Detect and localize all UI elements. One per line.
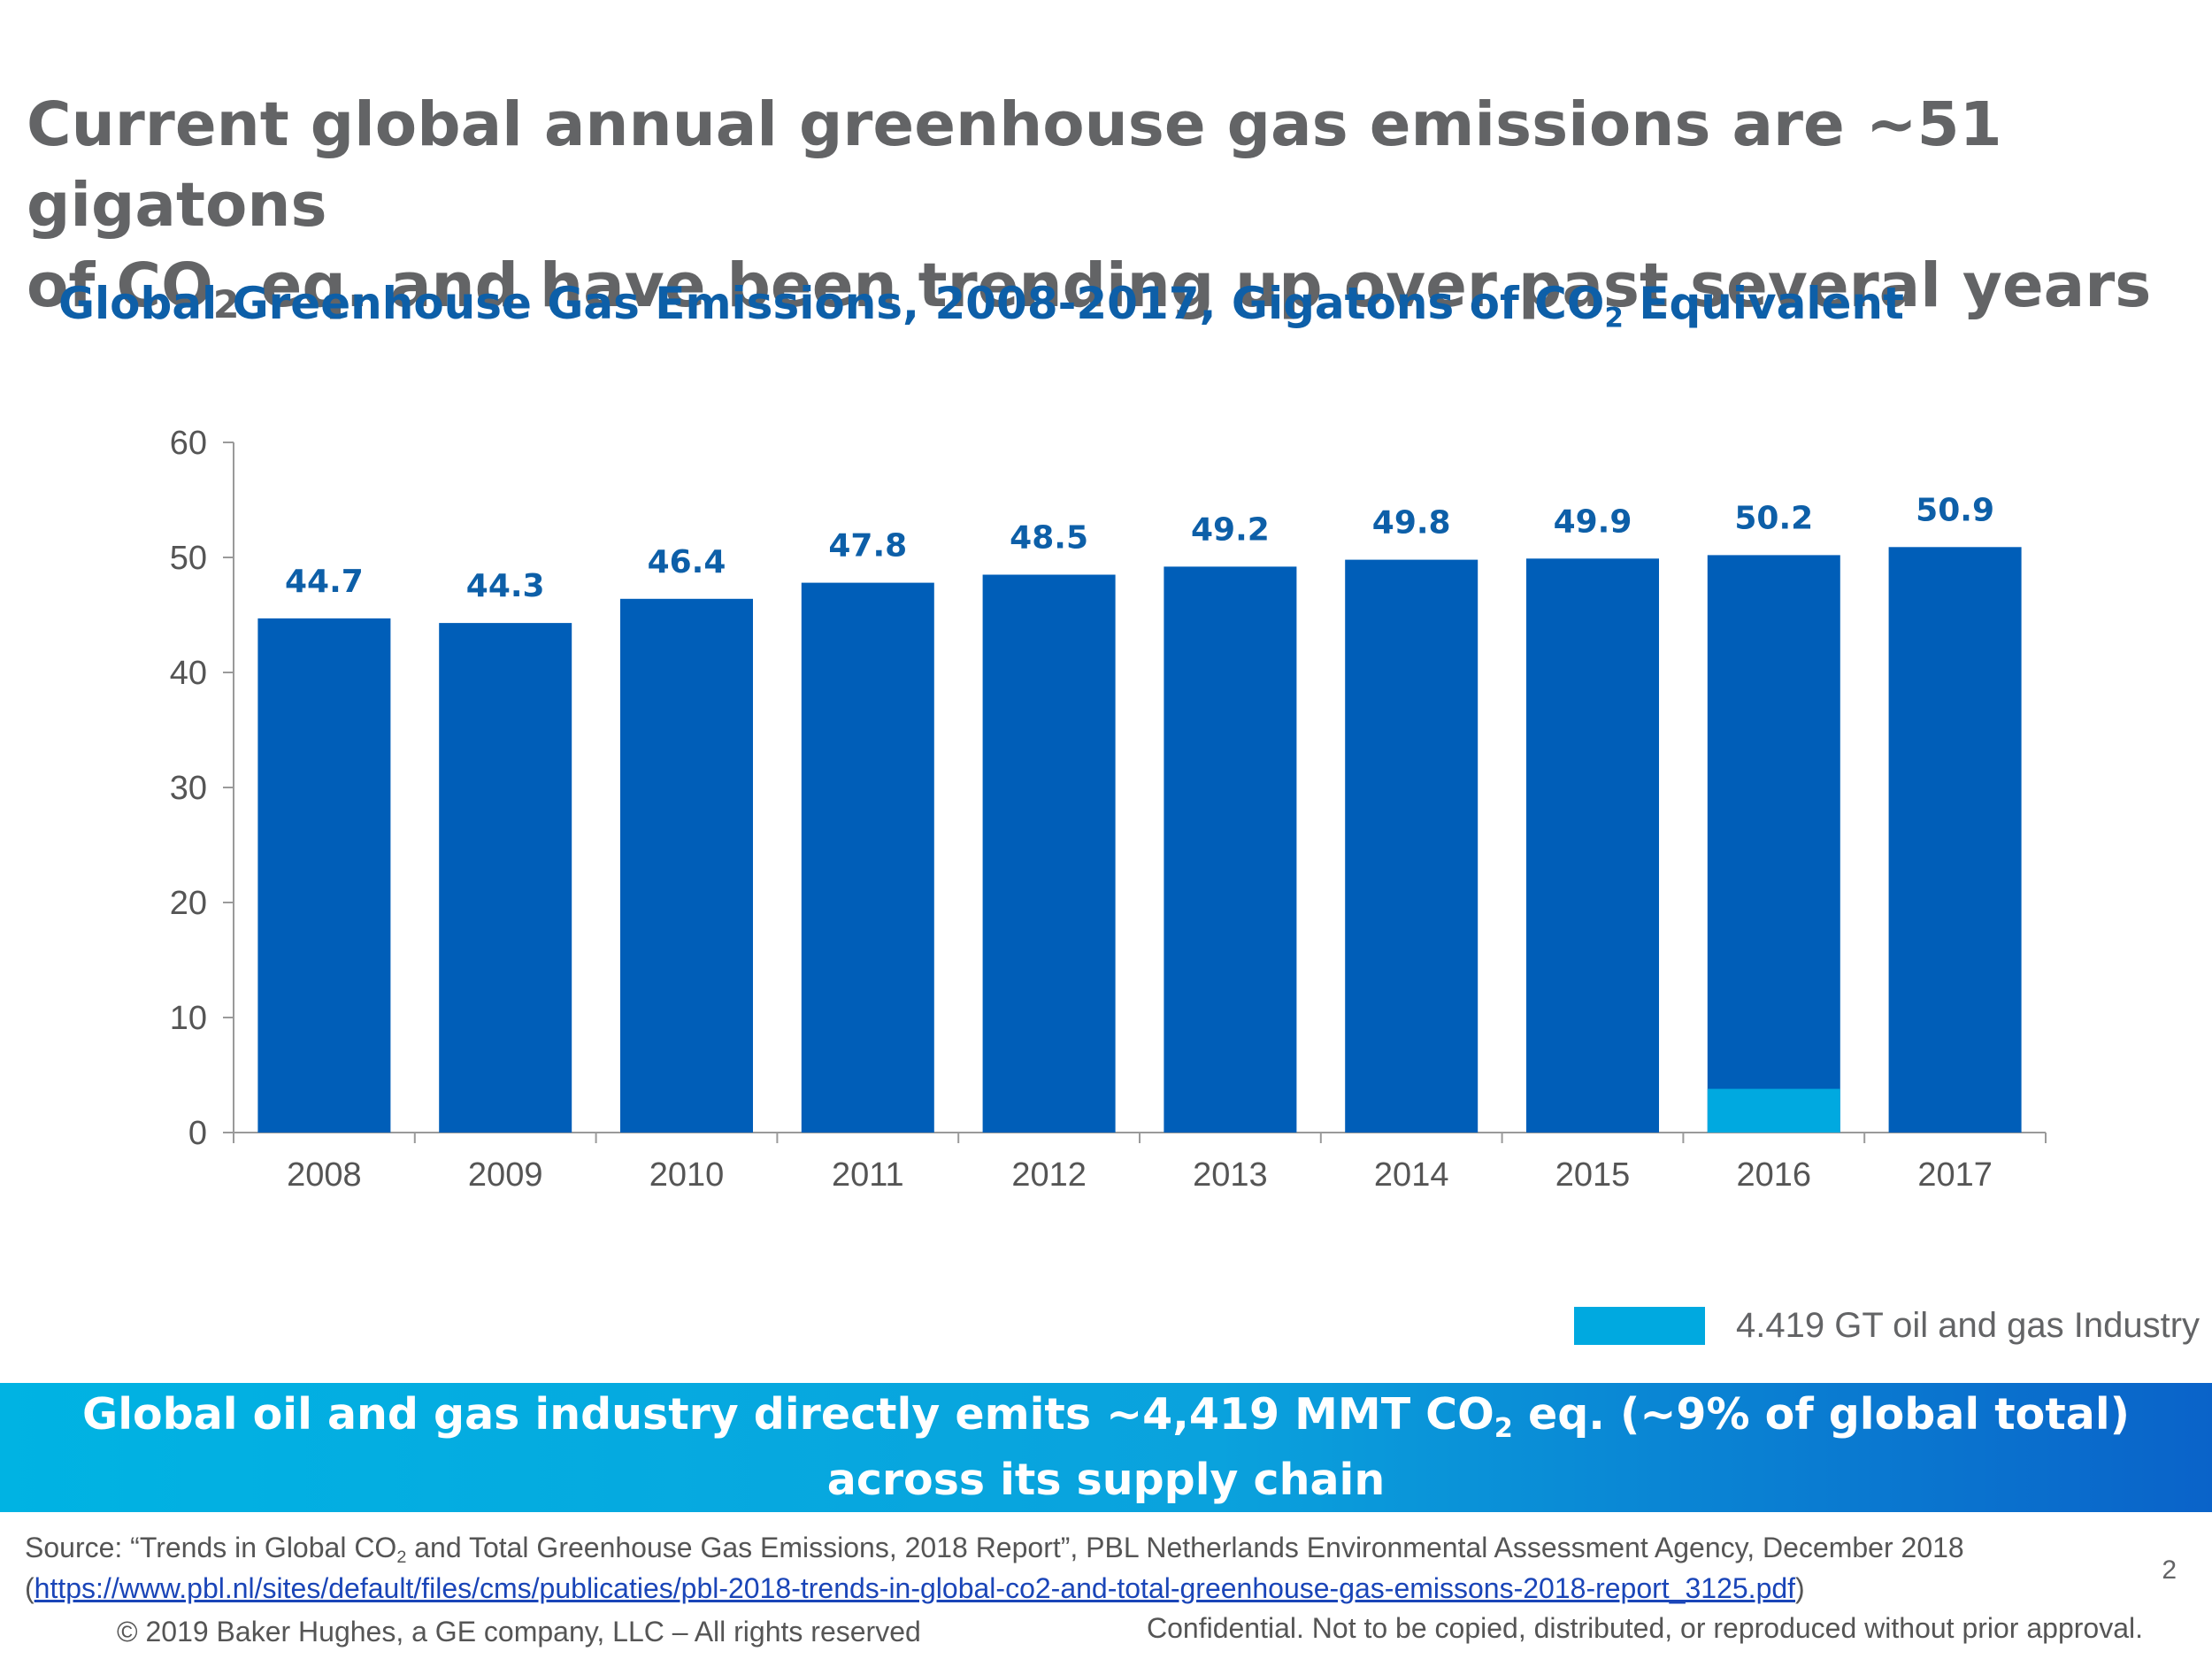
y-tick-label: 50: [170, 540, 207, 577]
source-text: Source: “Trends in Global CO2 and Total …: [25, 1532, 1964, 1567]
x-tick-label-2013: 2013: [1193, 1156, 1268, 1194]
bar-2015: [1526, 558, 1659, 1133]
source-citation: Source: “Trends in Global CO2 and Total …: [25, 1527, 2060, 1609]
source-link[interactable]: https://www.pbl.nl/sites/default/files/c…: [34, 1572, 1796, 1604]
legend-label-oil-and-gas: 4.419 GT oil and gas Industry: [1736, 1305, 2200, 1345]
chart-legend: 4.419 GT oil and gas Industry: [1574, 1299, 2200, 1352]
bar-2011: [801, 582, 934, 1133]
value-label-2015: 49.9: [1554, 503, 1632, 540]
x-tick-label-2009: 2009: [468, 1156, 543, 1194]
x-tick-label-2010: 2010: [649, 1156, 725, 1194]
bar-2016: [1707, 555, 1840, 1133]
y-tick-label: 60: [170, 425, 207, 462]
legend-swatch-oil-and-gas: [1574, 1306, 1705, 1345]
value-label-2017: 50.9: [1916, 492, 1994, 528]
source-link-line: (https://www.pbl.nl/sites/default/files/…: [25, 1572, 1805, 1604]
y-tick-label: 0: [188, 1115, 207, 1152]
highlight-segment-2016: [1707, 1088, 1840, 1133]
y-tick-label: 20: [170, 885, 207, 922]
chart-title: Global Greenhouse Gas Emissions, 2008-20…: [58, 278, 1904, 334]
bar-series: [257, 547, 2022, 1133]
y-tick-label: 10: [170, 1000, 207, 1037]
banner-text: Global oil and gas industry directly emi…: [81, 1389, 2131, 1505]
y-tick-label: 40: [170, 655, 207, 692]
x-tick-label-2011: 2011: [832, 1156, 904, 1194]
data-labels: 44.7 44.3 46.4 47.8 48.5 49.2 49.8 49.9 50.2 50.9: [285, 492, 1994, 604]
value-label-2012: 48.5: [1010, 520, 1088, 557]
headline-line-1: Current global annual greenhouse gas emi…: [27, 89, 2002, 241]
bar-2009: [439, 623, 572, 1133]
x-tick-label-2014: 2014: [1374, 1156, 1449, 1194]
value-label-2011: 47.8: [828, 528, 907, 565]
key-takeaway-banner: Global oil and gas industry directly emi…: [0, 1383, 2212, 1512]
value-label-2013: 49.2: [1191, 511, 1270, 548]
bar-2013: [1164, 566, 1297, 1133]
value-label-2008: 44.7: [285, 564, 364, 600]
value-label-2016: 50.2: [1734, 500, 1813, 536]
confidentiality-notice: Confidential. Not to be copied, distribu…: [1147, 1612, 2143, 1644]
x-tick-label-2015: 2015: [1555, 1156, 1631, 1194]
bar-2008: [257, 618, 391, 1133]
bar-2014: [1345, 559, 1479, 1133]
bar-2010: [620, 598, 753, 1133]
x-tick-label-2008: 2008: [287, 1156, 362, 1194]
headline-line-2: of CO2 eq. and have been trending up ove…: [27, 250, 2152, 327]
bar-2017: [1888, 547, 2022, 1133]
value-label-2009: 44.3: [466, 568, 545, 604]
slide-headline: Current global annual greenhouse gas emi…: [27, 85, 2185, 326]
value-label-2014: 49.8: [1372, 505, 1451, 541]
y-tick-label: 30: [170, 770, 207, 807]
y-axis: 0 10 20 30 40 50 60: [170, 425, 234, 1152]
x-tick-label-2012: 2012: [1011, 1156, 1087, 1194]
value-label-2010: 46.4: [648, 544, 726, 580]
page-number: 2: [2162, 1555, 2177, 1585]
x-tick-label-2016: 2016: [1737, 1156, 1812, 1194]
x-axis: 2008 2009 2010 2011 2012 2013 2014 2015 2016 2017: [233, 1132, 2047, 1194]
copyright-notice: © 2019 Baker Hughes, a GE company, LLC –…: [117, 1616, 921, 1647]
x-tick-label-2017: 2017: [1917, 1156, 1993, 1194]
bar-2012: [982, 574, 1116, 1133]
